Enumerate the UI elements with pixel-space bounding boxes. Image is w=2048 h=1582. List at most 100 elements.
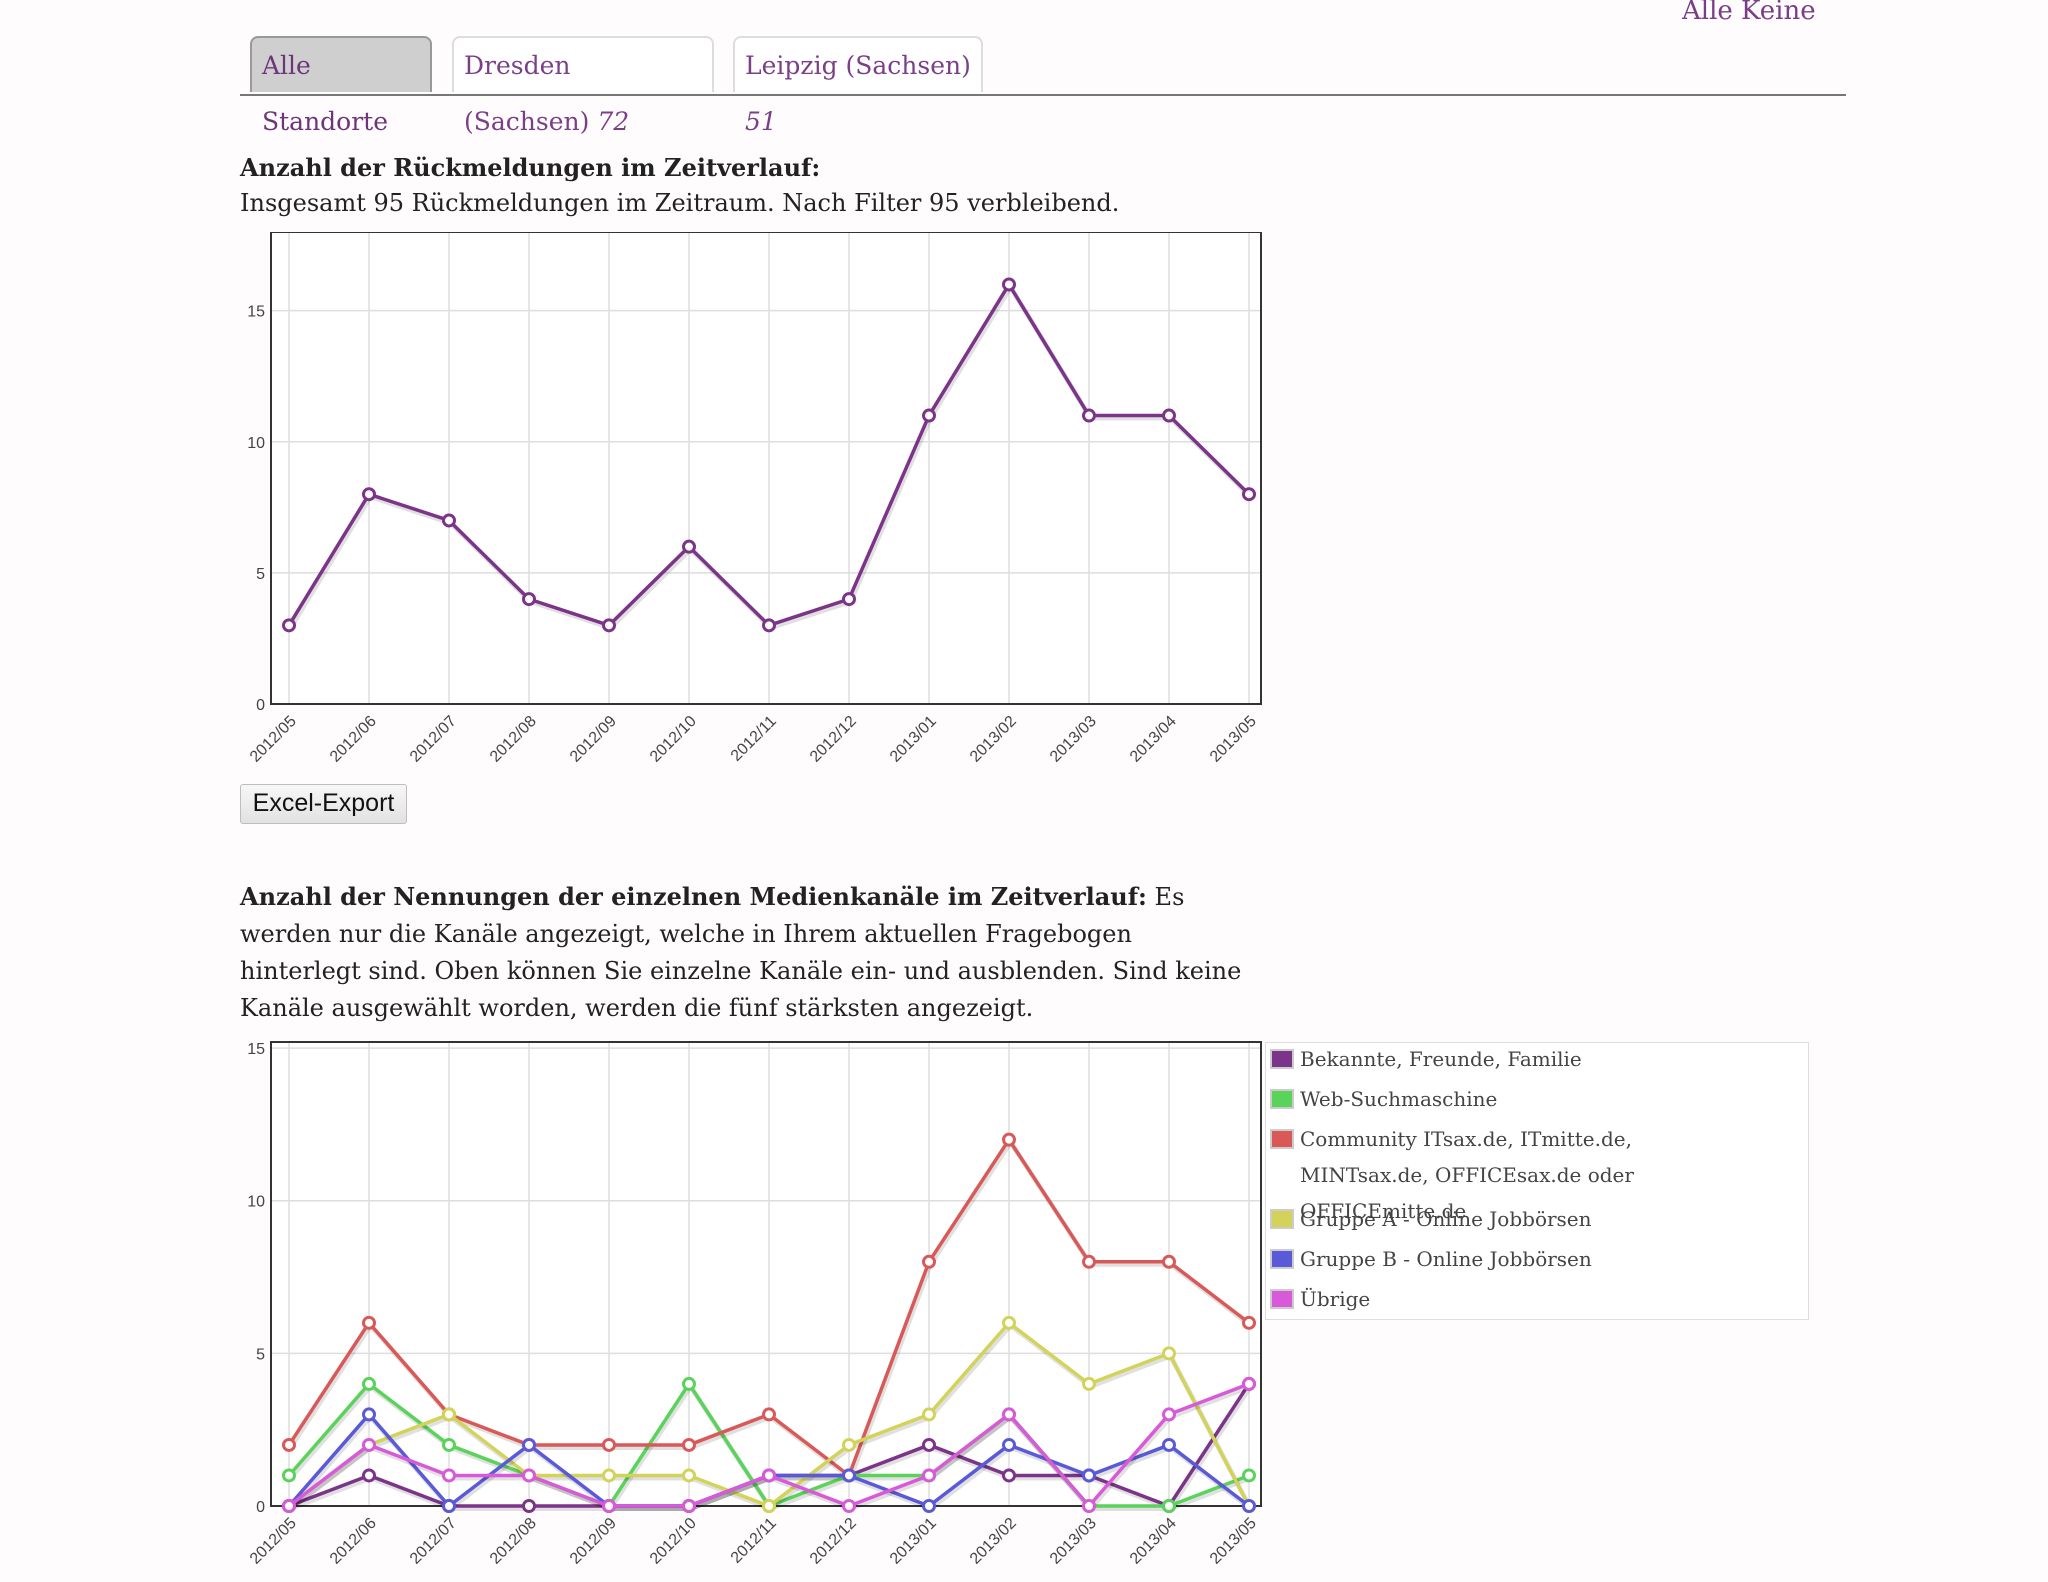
x-tick-label: 2012/08 [487, 713, 540, 766]
legend-item[interactable]: Übrige [1270, 1287, 1740, 1317]
data-point [682, 1468, 696, 1483]
x-tick-label: 2012/12 [807, 713, 860, 766]
data-point [442, 1437, 456, 1452]
data-point [1002, 1407, 1016, 1422]
tab-leipzig[interactable]: Leipzig (Sachsen) 51 [733, 36, 983, 136]
tab-all-locations[interactable]: Alle Standorte [250, 36, 432, 136]
legend-swatch [1270, 1129, 1294, 1149]
y-tick-label: 15 [247, 304, 265, 321]
legend-swatch [1270, 1209, 1294, 1229]
data-point [1002, 1132, 1016, 1147]
legend-item[interactable]: Gruppe A - Online Jobbörsen [1270, 1207, 1740, 1237]
tab-dresden[interactable]: Dresden (Sachsen) 72 [452, 36, 714, 136]
section2-text: Anzahl der Nennungen der einzelnen Medie… [240, 878, 1260, 1027]
data-point [282, 1468, 296, 1483]
data-point [282, 1499, 296, 1513]
select-links[interactable]: Alle Keine [1682, 0, 1816, 22]
x-tick-label: 2013/01 [887, 1515, 940, 1564]
data-point [762, 1407, 776, 1422]
data-point [1082, 408, 1096, 423]
x-tick-label: 2012/11 [728, 713, 780, 765]
data-point [1002, 1315, 1016, 1330]
data-point [442, 1499, 456, 1513]
tab-label: Dresden (Sachsen) [464, 51, 590, 136]
data-point [362, 1376, 376, 1391]
legend-item[interactable]: Web-Suchmaschine [1270, 1087, 1740, 1117]
y-tick-label: 15 [247, 1041, 265, 1058]
data-point [922, 1407, 936, 1422]
plot-area [271, 1042, 1261, 1506]
x-tick-label: 2012/07 [407, 1515, 460, 1564]
data-point [442, 1468, 456, 1483]
data-point [362, 1315, 376, 1330]
y-tick-label: 10 [247, 435, 265, 452]
section1-title: Anzahl der Rückmeldungen im Zeitverlauf: [240, 153, 821, 182]
data-point [842, 1499, 856, 1513]
legend-label: Web-Suchmaschine [1300, 1087, 1498, 1111]
x-tick-label: 2012/07 [407, 713, 460, 766]
x-tick-label: 2013/05 [1207, 713, 1260, 766]
data-point [362, 487, 376, 502]
data-point [682, 1437, 696, 1452]
data-point [602, 1437, 616, 1452]
x-tick-label: 2013/03 [1047, 1515, 1100, 1564]
section2-description: Es werden nur die Kanäle angezeigt, welc… [240, 883, 1242, 1022]
excel-export-button[interactable]: Excel-Export [240, 784, 407, 824]
data-point [1002, 277, 1016, 292]
x-tick-label: 2012/11 [728, 1515, 780, 1564]
data-point [602, 1499, 616, 1513]
section2-title: Anzahl der Nennungen der einzelnen Medie… [240, 882, 1147, 911]
data-point [842, 1437, 856, 1452]
legend-item[interactable]: Bekannte, Freunde, Familie [1270, 1047, 1740, 1077]
data-point [522, 592, 536, 607]
data-point [362, 1407, 376, 1422]
data-point [762, 1499, 776, 1513]
legend-item[interactable]: Gruppe B - Online Jobbörsen [1270, 1247, 1740, 1277]
tab-label: Leipzig (Sachsen) [745, 51, 971, 80]
data-point [1162, 1346, 1176, 1361]
legend-item[interactable]: Community ITsax.de, ITmitte.de, MINTsax.… [1270, 1127, 1740, 1229]
tab-count: 51 [745, 107, 777, 136]
chart-legend: Bekannte, Freunde, Familie Web-Suchmaschi… [1265, 1042, 1809, 1320]
legend-label: Gruppe B - Online Jobbörsen [1300, 1247, 1592, 1271]
x-tick-label: 2013/02 [967, 713, 1020, 766]
legend-label: Gruppe A - Online Jobbörsen [1300, 1207, 1592, 1231]
media-channels-line-chart: 0 5 10 15 2012/05 2012/06 2012/07 2012/08 2012/0… [247, 1041, 1262, 1564]
data-point [922, 1468, 936, 1483]
legend-swatch [1270, 1049, 1294, 1069]
x-tick-label: 2012/06 [327, 713, 380, 766]
data-point [362, 1437, 376, 1452]
data-point [1242, 1468, 1256, 1483]
x-tick-label: 2012/09 [567, 1515, 620, 1564]
legend-label: Community ITsax.de, ITmitte.de, MINTsax.… [1300, 1127, 1634, 1223]
data-point [682, 1499, 696, 1513]
x-tick-label: 2012/05 [247, 1515, 300, 1564]
data-point [842, 1468, 856, 1483]
data-point [1162, 1499, 1176, 1513]
responses-line-chart: 0 5 10 15 2012/05 2012/06 2012/07 2012/08 2012/0… [247, 232, 1262, 766]
x-tick-label: 2013/04 [1127, 1515, 1180, 1564]
y-tick-label: 5 [256, 566, 265, 583]
data-point [1162, 1254, 1176, 1269]
data-point [522, 1499, 536, 1513]
data-point [362, 1468, 376, 1483]
x-tick-label: 2012/05 [247, 713, 300, 766]
data-point [602, 1468, 616, 1483]
tab-label: Alle Standorte [262, 51, 389, 136]
data-point [1242, 487, 1256, 502]
x-tick-label: 2013/03 [1047, 713, 1100, 766]
data-point [282, 618, 296, 633]
legend-swatch [1270, 1249, 1294, 1269]
x-tick-label: 2012/09 [567, 713, 620, 766]
data-point [522, 1468, 536, 1483]
x-tick-label: 2013/01 [887, 713, 940, 766]
location-tabs: Alle Standorte Dresden (Sachsen) 72 Leip… [240, 36, 1846, 136]
plot-area [271, 232, 1261, 704]
data-point [1242, 1315, 1256, 1330]
data-point [282, 1437, 296, 1452]
data-point [762, 1468, 776, 1483]
data-point [1162, 408, 1176, 423]
data-point [922, 1499, 936, 1513]
data-point [1162, 1407, 1176, 1422]
x-tick-label: 2013/04 [1127, 713, 1180, 766]
